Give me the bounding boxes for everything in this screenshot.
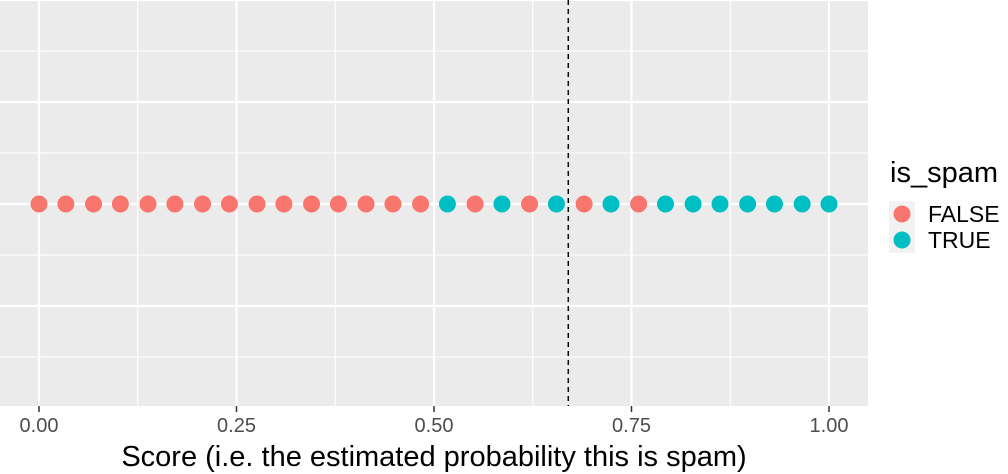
x-tick-label: 0.00: [20, 415, 59, 437]
x-axis-ticks: 0.00 0.25 0.50 0.75 1.00: [20, 406, 849, 437]
data-point-true: [684, 195, 702, 213]
data-point-false: [329, 195, 347, 213]
data-point-false: [248, 195, 266, 213]
data-point-true: [602, 195, 620, 213]
data-point-false: [384, 195, 402, 213]
data-point-false: [630, 195, 648, 213]
data-point-true: [765, 195, 783, 213]
legend-key-false: [893, 205, 911, 223]
x-tick-label: 0.25: [217, 415, 256, 437]
data-point-false: [575, 195, 593, 213]
points-layer: [30, 195, 838, 213]
data-point-false: [57, 195, 75, 213]
data-point-true: [711, 195, 729, 213]
x-tick-label: 1.00: [810, 415, 849, 437]
x-tick-label: 0.75: [612, 415, 651, 437]
x-tick-label: 0.50: [415, 415, 454, 437]
data-point-false: [412, 195, 430, 213]
data-point-true: [656, 195, 674, 213]
data-point-true: [438, 195, 456, 213]
legend-label-false: FALSE: [928, 201, 1000, 227]
data-point-false: [85, 195, 103, 213]
data-point-false: [194, 195, 212, 213]
data-point-true: [493, 195, 511, 213]
data-point-false: [30, 195, 48, 213]
x-axis-title: Score (i.e. the estimated probability th…: [121, 441, 746, 473]
data-point-false: [220, 195, 238, 213]
data-point-true: [739, 195, 757, 213]
data-point-true: [793, 195, 811, 213]
data-point-false: [111, 195, 129, 213]
legend-label-true: TRUE: [928, 227, 991, 253]
data-point-false: [139, 195, 157, 213]
data-point-false: [166, 195, 184, 213]
data-point-false: [303, 195, 321, 213]
data-point-true: [547, 195, 565, 213]
legend-title: is_spam: [890, 157, 998, 189]
data-point-false: [275, 195, 293, 213]
legend-key-true: [893, 231, 911, 249]
data-point-false: [521, 195, 539, 213]
data-point-false: [357, 195, 375, 213]
data-point-true: [820, 195, 838, 213]
data-point-false: [466, 195, 484, 213]
